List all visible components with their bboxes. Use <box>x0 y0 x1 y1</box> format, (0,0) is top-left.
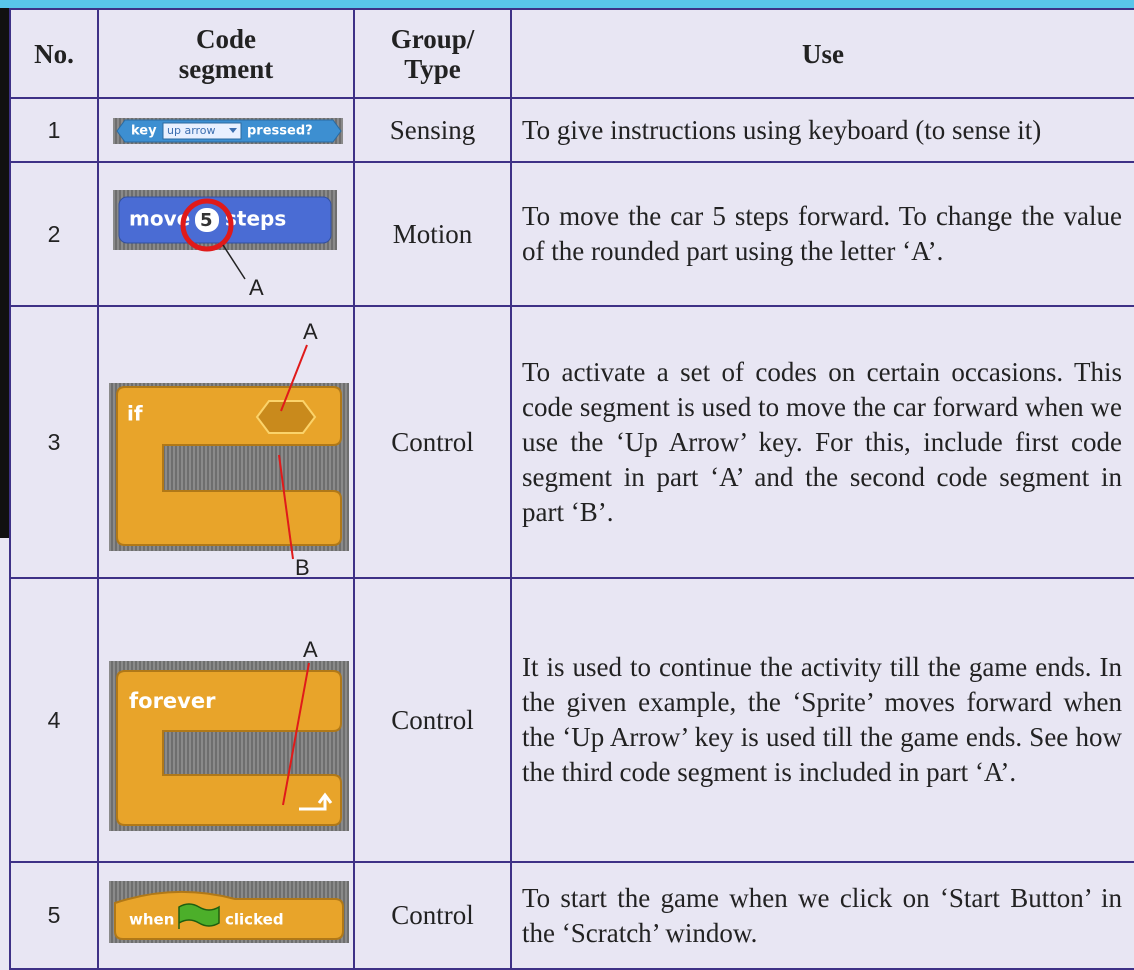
part-label: B <box>295 555 310 579</box>
block-text: forever <box>129 689 216 713</box>
use: It is used to continue the activity till… <box>510 577 1134 863</box>
row: 5 when clicked Control To start the game… <box>9 861 1134 970</box>
top-strip <box>0 0 1134 8</box>
group: Sensing <box>353 97 512 163</box>
row: 4 forever A Control It is used to contin… <box>9 577 1134 863</box>
row: 2 move 5 steps A Motion To move the car … <box>9 161 1134 307</box>
use: To move the car 5 steps forward. To chan… <box>510 161 1134 307</box>
group: Control <box>353 861 512 970</box>
block-text: 5 <box>200 210 213 231</box>
part-label: A <box>303 637 318 662</box>
block-text: if <box>127 402 143 426</box>
use: To give instructions using keyboard (to … <box>510 97 1134 163</box>
block-text: key <box>131 124 157 139</box>
code-cell: if A B <box>97 305 355 579</box>
code-cell: key up arrow pressed? <box>97 97 355 163</box>
block-image: when clicked <box>109 881 349 943</box>
block-image: forever A <box>109 637 349 831</box>
header-row: No. Code segment Group/ Type Use <box>9 8 1134 99</box>
group: Motion <box>353 161 512 307</box>
left-strip <box>0 8 9 538</box>
highlight-circle <box>180 198 234 252</box>
number: 1 <box>9 97 99 163</box>
group: Control <box>353 577 512 863</box>
header-cell: Group/ Type <box>353 8 512 99</box>
table: No. Code segment Group/ Type Use 1 key u… <box>9 8 1134 970</box>
block-text: pressed? <box>247 124 313 139</box>
header-cell: No. <box>9 8 99 99</box>
number: 5 <box>9 861 99 970</box>
block-text: clicked <box>225 911 284 929</box>
pointer-line <box>278 454 294 560</box>
block-input <box>195 208 219 232</box>
block-text: steps <box>225 207 286 231</box>
block-text: when <box>129 911 174 929</box>
green-flag <box>178 903 220 929</box>
number: 2 <box>9 161 99 307</box>
use: To start the game when we click on ‘Star… <box>510 861 1134 970</box>
loop-arrow <box>299 792 333 811</box>
pointer-line <box>282 662 310 806</box>
block-text: move <box>129 207 190 231</box>
code-cell: move 5 steps A <box>97 161 355 307</box>
part-label: A <box>303 319 318 344</box>
row: 1 key up arrow pressed? Sensing To give … <box>9 97 1134 163</box>
use: To activate a set of codes on certain oc… <box>510 305 1134 579</box>
condition-slot <box>255 400 317 434</box>
header-cell: Use <box>510 8 1134 99</box>
block-image: if A B <box>109 319 349 579</box>
block-image: move 5 steps A <box>113 190 337 300</box>
block-input <box>162 122 242 140</box>
number: 4 <box>9 577 99 863</box>
control-block <box>116 670 342 826</box>
pointer-line <box>280 344 308 412</box>
block-image: key up arrow pressed? <box>113 118 343 144</box>
block-text: up arrow <box>167 124 216 137</box>
row: 3 if A B Control To activate a set of co… <box>9 305 1134 579</box>
pointer-line <box>222 244 246 280</box>
group: Control <box>353 305 512 579</box>
dropdown-arrow <box>229 128 237 133</box>
part-label: A <box>249 275 264 300</box>
code-cell: forever A <box>97 577 355 863</box>
header-cell: Code segment <box>97 8 355 99</box>
number: 3 <box>9 305 99 579</box>
code-cell: when clicked <box>97 861 355 970</box>
hat-block <box>114 890 344 940</box>
